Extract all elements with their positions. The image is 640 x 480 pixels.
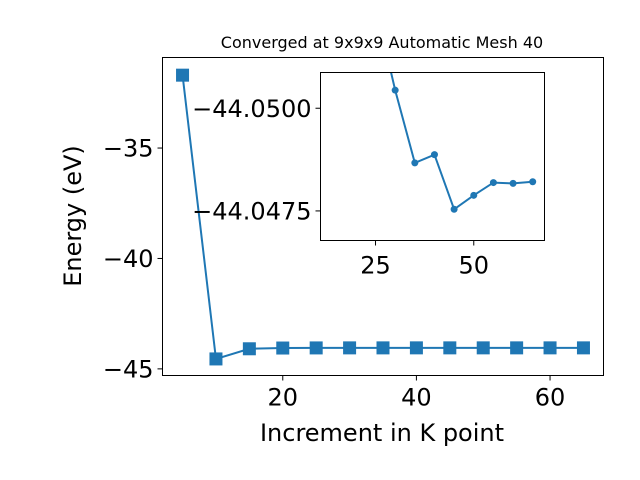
inset-y-ticks: −44.0500 −44.0475	[192, 95, 321, 226]
data-point	[276, 341, 290, 355]
main-y-ticks: −35 −40 −45	[103, 135, 163, 384]
x-tick-label: 60	[535, 384, 566, 412]
x-axis-label: Increment in K point	[260, 419, 504, 447]
main-plot-frame	[162, 57, 604, 376]
x-tick-label: 50	[458, 252, 489, 280]
data-point	[409, 341, 423, 355]
y-tick-label: −44.0475	[192, 198, 311, 226]
data-point	[489, 179, 497, 187]
data-point	[430, 151, 438, 159]
inset-frame	[320, 72, 545, 241]
series-group	[390, 72, 537, 213]
main-plot: Converged at 9x9x9 Automatic Mesh 40 20 4…	[59, 33, 604, 447]
data-point	[576, 341, 590, 355]
data-point	[242, 342, 256, 356]
series-group	[176, 68, 590, 366]
data-point	[470, 191, 478, 199]
x-tick-label: 20	[267, 384, 298, 412]
y-tick-label: −35	[103, 135, 154, 163]
data-point	[529, 178, 537, 186]
main-x-ticks: 20 40 60	[267, 375, 566, 412]
inset-plot: 25 50 −44.0500 −44.0475	[192, 72, 545, 280]
data-point	[343, 341, 357, 355]
data-point	[543, 341, 557, 355]
chart-title: Converged at 9x9x9 Automatic Mesh 40	[221, 33, 543, 52]
y-tick-label: −40	[103, 245, 154, 273]
data-point	[510, 341, 524, 355]
data-point	[476, 341, 490, 355]
main-series	[176, 68, 590, 366]
data-point	[443, 341, 457, 355]
x-tick-label: 40	[401, 384, 432, 412]
y-tick-label: −44.0500	[192, 95, 311, 123]
inset-x-ticks: 25 50	[360, 240, 489, 280]
data-point	[411, 159, 419, 167]
data-point	[176, 68, 190, 82]
x-tick-label: 25	[360, 252, 391, 280]
y-axis-label: Energy (eV)	[59, 145, 87, 287]
data-point	[450, 205, 458, 213]
data-point	[309, 341, 323, 355]
data-point	[209, 352, 223, 366]
data-point	[376, 341, 390, 355]
inset-series	[390, 72, 537, 213]
y-tick-label: −45	[103, 356, 154, 384]
data-point	[509, 179, 517, 187]
data-point	[391, 86, 399, 94]
